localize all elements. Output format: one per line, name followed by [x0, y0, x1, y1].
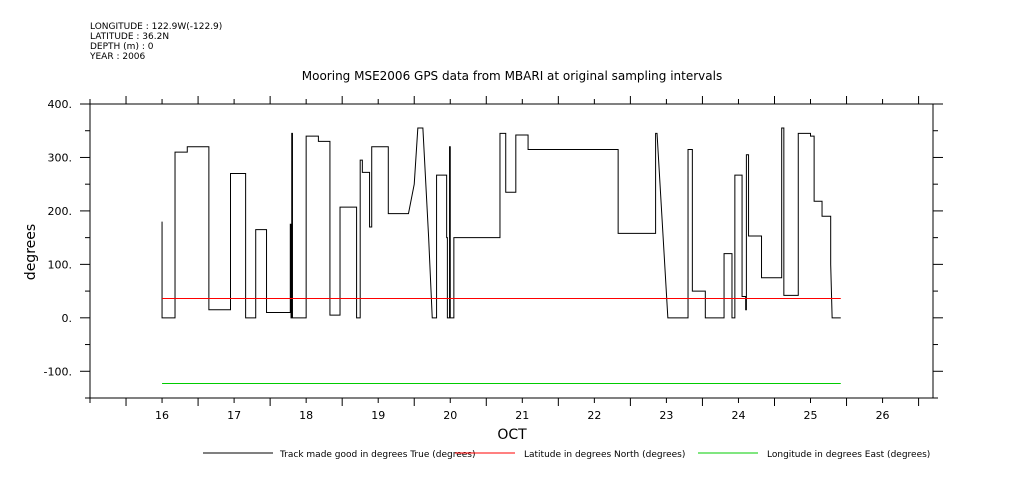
y-axis-label: degrees — [23, 224, 39, 280]
x-tick-label: 18 — [299, 409, 313, 422]
chart-title: Mooring MSE2006 GPS data from MBARI at o… — [302, 69, 722, 83]
y-tick-label: 0. — [62, 312, 73, 325]
legend-label: Latitude in degrees North (degrees) — [524, 450, 685, 460]
x-tick-label: 25 — [804, 409, 818, 422]
y-tick-label: 100. — [48, 258, 73, 271]
y-tick-label: -100. — [44, 365, 72, 378]
x-tick-label: 17 — [227, 409, 241, 422]
plot-frame — [89, 103, 934, 399]
legend-longitude: Longitude in degrees East (degrees) — [698, 450, 930, 460]
x-tick-label: 24 — [731, 409, 745, 422]
x-tick-label: 16 — [155, 409, 169, 422]
series-track-line — [161, 127, 841, 319]
plot-area: -100. 0. 100. 200. 300. 400. 16 17 18 19 20 21 22 23 2… — [44, 96, 943, 422]
x-tick-label: 19 — [371, 409, 385, 422]
x-axis-label: OCT — [497, 427, 527, 443]
y-tick-label: 300. — [48, 151, 73, 164]
y-tick-label: 400. — [48, 98, 73, 111]
legend-label: Track made good in degrees True (degrees… — [279, 450, 476, 460]
legend-latitude: Latitude in degrees North (degrees) — [455, 450, 685, 460]
year-text: YEAR : 2006 — [90, 52, 146, 62]
legend: Track made good in degrees True (degrees… — [203, 450, 930, 460]
x-tick-label: 23 — [659, 409, 673, 422]
depth-text: DEPTH (m) : 0 — [90, 42, 154, 52]
y-tick-label: 200. — [48, 205, 73, 218]
legend-track: Track made good in degrees True (degrees… — [203, 450, 476, 460]
latitude-text: LATITUDE : 36.2N — [90, 32, 170, 42]
longitude-text: LONGITUDE : 122.9W(-122.9) — [90, 22, 223, 32]
x-tick-label: 26 — [876, 409, 890, 422]
legend-label: Longitude in degrees East (degrees) — [767, 450, 930, 460]
x-tick-label: 20 — [443, 409, 457, 422]
metadata-block: LONGITUDE : 122.9W(-122.9) LATITUDE : 36… — [90, 22, 222, 62]
x-tick-label: 21 — [515, 409, 529, 422]
x-tick-label: 22 — [587, 409, 601, 422]
